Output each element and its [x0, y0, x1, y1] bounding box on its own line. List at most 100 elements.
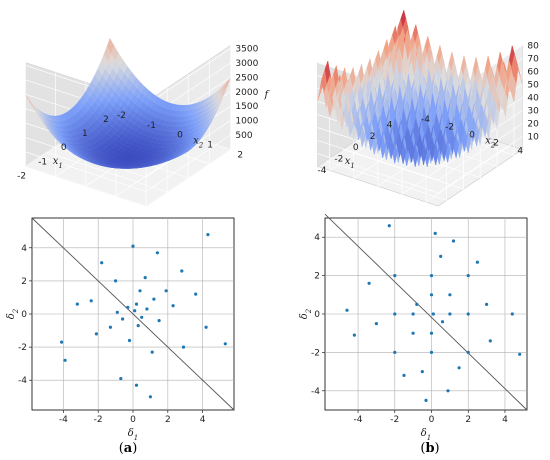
surface-facet	[517, 65, 523, 85]
surface-facet	[438, 77, 444, 110]
y-tick-label: -2	[117, 111, 126, 121]
surface-facet	[399, 27, 406, 46]
x-axis-label: x1	[53, 156, 63, 170]
y-axis-label: x2	[485, 136, 496, 150]
scatter-point	[429, 274, 434, 278]
surface-facet	[454, 102, 460, 132]
scatter-point	[433, 231, 437, 235]
y-tick-label: 0	[177, 131, 183, 141]
z-tick-label: 30	[527, 107, 539, 117]
x-tick-label: 0	[130, 415, 136, 425]
z-tick-label: 10	[527, 132, 539, 142]
scatter-point	[119, 377, 123, 381]
x-tick-label: 0	[353, 143, 359, 153]
z-axis-label: f	[264, 90, 271, 101]
scatter-point	[121, 317, 125, 321]
surface-facet	[359, 82, 366, 106]
scatter-point	[488, 339, 492, 343]
scatter-point	[367, 281, 371, 285]
y-tick-label: 4	[21, 244, 27, 254]
y-tick-label: -4	[18, 376, 27, 386]
scatter-point	[194, 292, 198, 296]
scatter-point	[446, 389, 450, 393]
scatter-point	[429, 350, 434, 354]
scatter-point	[134, 383, 139, 387]
y-tick-label: 4	[517, 146, 523, 156]
x-tick-label: 2	[465, 415, 471, 425]
surface-facet	[474, 87, 481, 118]
x-tick-label: 2	[370, 132, 376, 142]
x-tick-label: -2	[390, 415, 399, 425]
scatter-point	[448, 312, 452, 316]
scatter-point	[415, 302, 419, 306]
y-tick-label: 2	[21, 277, 27, 287]
x-axis-label: δ1	[421, 428, 432, 442]
y-tick-label: -1	[147, 121, 156, 131]
scatter-point	[150, 350, 154, 354]
scatter-point	[100, 261, 104, 265]
z-tick-label: 20	[527, 119, 539, 129]
scatter-point	[127, 338, 132, 343]
surface-facet	[408, 35, 415, 61]
scatter-point	[457, 366, 461, 370]
x-tick-label: 0	[61, 143, 67, 153]
scatter-point	[431, 312, 435, 316]
x-tick-label: -4	[354, 415, 363, 425]
scatter-point	[157, 319, 161, 323]
z-gridline	[317, 123, 523, 181]
scatter-point	[439, 254, 443, 258]
scatter-point	[204, 325, 208, 329]
x-axis-label: δ1	[128, 428, 139, 442]
scatter-point	[134, 302, 139, 306]
y-tick-label: 0	[469, 131, 475, 141]
y-tick-label: -4	[311, 387, 320, 397]
caption-a: (a)	[119, 441, 138, 456]
y-tick-label: 2	[237, 150, 243, 160]
scatter-point	[393, 350, 397, 354]
x-tick-label: -2	[334, 154, 343, 164]
z-gridline	[25, 120, 231, 178]
surface-facet	[493, 76, 499, 98]
z-gridline	[25, 134, 231, 192]
x-tick-label: 2	[165, 415, 171, 425]
scatter-plot-a: -4 -2 0 2 4 -4 -2 0 2 4 δ1 δ2	[6, 217, 235, 442]
surface-facet	[351, 87, 357, 111]
z-tick-label: 1500	[235, 102, 258, 112]
surface-facet	[401, 107, 407, 138]
surface-facet	[377, 82, 383, 115]
surface-facet	[432, 60, 439, 85]
z-tick-label: 60	[527, 68, 539, 78]
scatter-point	[345, 308, 349, 312]
surface-facet	[393, 59, 400, 93]
scatter-point	[114, 279, 118, 283]
scatter-point	[475, 260, 479, 264]
surface-facet	[505, 72, 511, 93]
x-tick-label: 1	[82, 129, 88, 139]
x-tick-label: -2	[94, 415, 103, 425]
surface-facet	[468, 78, 475, 100]
x-tick-label: -4	[318, 166, 327, 176]
x-tick-label: 0	[429, 415, 435, 425]
scatter-point	[60, 340, 64, 344]
z-tick-label: 80	[527, 42, 539, 52]
scatter-point	[63, 358, 67, 362]
scatter-point	[393, 274, 397, 278]
scatter-point	[136, 324, 140, 328]
scatter-point	[440, 320, 445, 324]
z-gridline	[317, 110, 523, 168]
scatter-point	[164, 289, 168, 293]
scatter-point	[466, 312, 470, 316]
surface-facet	[406, 73, 412, 106]
scatter-point	[138, 289, 142, 293]
y-tick-label: 1	[207, 141, 213, 151]
scatter-point	[411, 331, 415, 335]
surface-facet	[368, 90, 375, 122]
y-tick-label: -2	[18, 343, 27, 353]
scatter-point	[89, 299, 93, 303]
scatter-point	[140, 315, 144, 319]
scatter-point	[393, 312, 397, 316]
surface-facet	[376, 64, 382, 90]
scatter-point	[451, 239, 456, 243]
